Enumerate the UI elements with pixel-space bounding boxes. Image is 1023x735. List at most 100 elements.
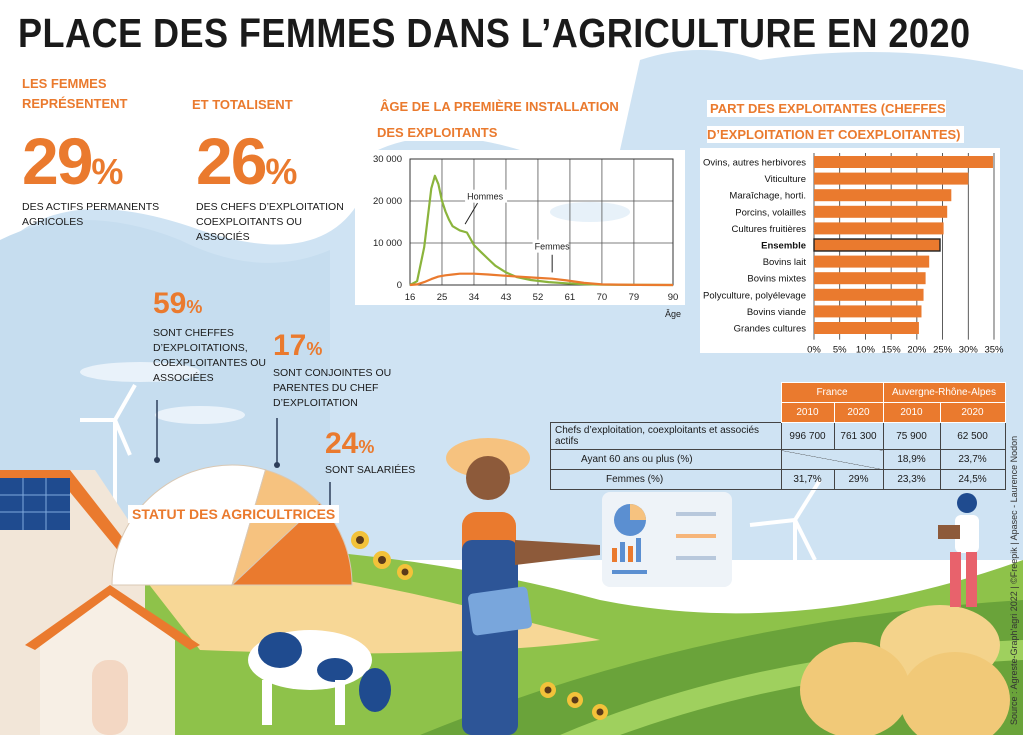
series-label-box (532, 239, 569, 253)
category-label: Cultures fruitières (732, 224, 807, 235)
stat-chefs-value: 26% (196, 124, 298, 198)
statut-title: STATUT DES AGRICULTRICES (128, 505, 340, 523)
table-header-france: France (780, 382, 884, 403)
pie-slice (111, 464, 267, 586)
sunflowers (351, 531, 608, 720)
x-tick-label: 20% (907, 345, 927, 356)
x-tick-label: 79 (629, 292, 640, 303)
table-year: 2020 (833, 402, 884, 423)
table-row-label: Ayant 60 ans ou plus (%) (550, 449, 782, 470)
x-axis-unit: Âge (665, 309, 681, 319)
bar (814, 305, 922, 318)
statut-pie-chart (111, 464, 353, 587)
category-label: Porcins, volailles (735, 207, 806, 218)
x-tick-label: 90 (668, 292, 679, 303)
solar-panel-grid (0, 478, 70, 530)
table-corner (551, 383, 782, 403)
stat-actifs-value: 29% (22, 124, 124, 198)
x-tick-label: 35% (984, 345, 1004, 356)
farmer-with-crate-illustration (938, 493, 979, 607)
bar (813, 238, 941, 252)
x-tick-label: 61 (565, 292, 576, 303)
series-line-femmes (409, 272, 674, 287)
category-label: Ovins, autres herbivores (703, 158, 806, 169)
page-title: PLACE DES FEMMES DANS L’AGRICULTURE EN 2… (18, 10, 971, 56)
x-tick-label: 30% (959, 345, 979, 356)
statut-label-cheffes: SONT CHEFFES D’EXPLOITATIONS, COEXPLOITA… (153, 327, 266, 384)
hay-bale (900, 652, 1010, 735)
farmer-woman-illustration (446, 438, 600, 735)
table-cell: 75 900 (882, 422, 941, 450)
dashboard-card-illustration (602, 492, 732, 587)
table-row-label: Femmes (%) (550, 469, 782, 490)
table-row: Femmes (%) 31,7% 29% 23,3% 24,5% (550, 469, 1006, 490)
source-credit: Source : Agreste-Graph'agri 2022 | ©Free… (1009, 435, 1019, 725)
table-cell: 18,9% (882, 449, 941, 470)
exploitantes-bar-chart: Ovins, autres herbivores Viticulture Maraî… (703, 153, 1004, 356)
table-row: Chefs d’exploitation, coexploitants et a… (550, 422, 1006, 450)
x-tick-label: 25 (437, 292, 448, 303)
y-tick-label: 20 000 (373, 196, 402, 207)
bar (814, 205, 948, 218)
bar (814, 172, 969, 185)
series-label-box (465, 189, 508, 203)
y-tick-label: 0 (397, 280, 402, 291)
table-cell: 62 500 (939, 422, 1006, 450)
x-tick-label: 5% (833, 345, 847, 356)
solar-panel (0, 478, 70, 530)
statut-value-cheffes: 59% (153, 287, 203, 320)
table-cell: 24,5% (939, 469, 1006, 490)
bar (814, 222, 944, 235)
statut-value-conjointes: 17% (273, 329, 323, 362)
table-row-label: Chefs d’exploitation, coexploitants et a… (550, 422, 782, 450)
stats-total-intro: ET TOTALISENT (192, 97, 293, 112)
series-label-hommes: Hommes (467, 192, 504, 202)
series-label-femmes: Femmes (535, 242, 571, 252)
cow-illustration (248, 630, 391, 725)
category-label: Polyculture, polyélevage (703, 290, 806, 301)
table-corner (551, 403, 782, 423)
cloud (80, 362, 200, 382)
cloud (155, 406, 245, 424)
statut-label-conjointes: SONT CONJOINTES OU PARENTES DU CHEF D’EX… (273, 367, 392, 409)
bar (814, 288, 924, 301)
x-tick-label: 0% (807, 345, 821, 356)
line-chart-title: ÂGE DE LA PREMIÈRE INSTALLATION DES EXPL… (377, 98, 619, 141)
bar (814, 272, 926, 285)
y-tick-label: 30 000 (373, 154, 402, 165)
table-cell: 996 700 (780, 422, 835, 450)
x-tick-label: 43 (501, 292, 512, 303)
bar (814, 189, 952, 202)
statut-label-salariees: SONT SALARIÉES (325, 464, 416, 476)
y-tick-label: 10 000 (373, 238, 402, 249)
stats-table-wrapper: France Auvergne-Rhône-Alpes 2010 2020 20… (550, 382, 1006, 490)
bar (814, 255, 930, 268)
series-callout (464, 202, 478, 225)
stat-chefs-label: DES CHEFS D’EXPLOITATION COEXPLOITANTS O… (196, 201, 344, 243)
table-cell: 761 300 (833, 422, 884, 450)
category-label: Grandes cultures (734, 324, 807, 335)
x-tick-label: 70 (597, 292, 608, 303)
category-label: Bovins lait (763, 257, 807, 268)
table-cell-na (780, 449, 884, 470)
statut-value-salariees: 24% (325, 427, 375, 460)
category-label: Bovins mixtes (747, 274, 806, 285)
stat-actifs-label: DES ACTIFS PERMANENTS AGRICOLES (22, 201, 160, 228)
x-tick-label: 15% (882, 345, 902, 356)
table-header-row: France Auvergne-Rhône-Alpes (551, 382, 1006, 403)
age-line-chart: 30 000 20 000 10 000 016 25 34 43 52 61 70 79 90 Âge… (373, 154, 681, 319)
house-roof (25, 585, 200, 650)
stats-intro: LES FEMMES REPRÉSENTENT (22, 76, 128, 111)
x-tick-label: 34 (469, 292, 480, 303)
category-label: Bovins viande (747, 307, 806, 318)
bar-chart-title: PART DES EXPLOITANTES (CHEFFES D’EXPLOIT… (707, 96, 987, 148)
x-tick-label: 25% (933, 345, 953, 356)
series-line-hommes (409, 174, 674, 287)
table-row: Ayant 60 ans ou plus (%) 18,9% 23,7% (550, 449, 1006, 470)
bar (814, 156, 993, 168)
house-door (92, 660, 128, 735)
x-tick-label: 52 (533, 292, 544, 303)
category-label: Viticulture (764, 174, 806, 185)
table-cell: 23,3% (882, 469, 941, 490)
leader-dot (274, 462, 280, 468)
